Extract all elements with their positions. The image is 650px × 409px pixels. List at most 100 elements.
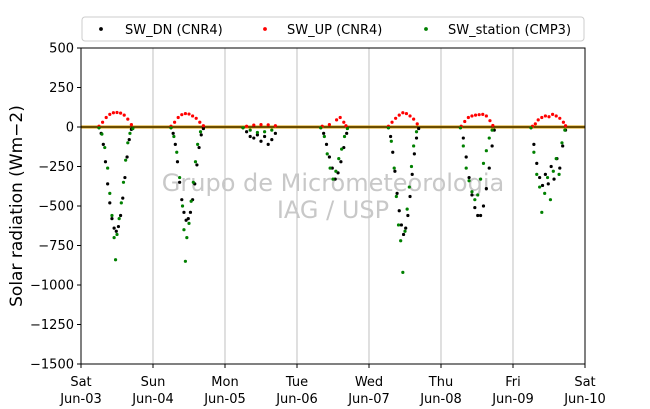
sw-up-point (543, 114, 548, 118)
sw-station-point (128, 131, 132, 135)
sw-dn-point (410, 172, 414, 176)
sw-up-point (122, 113, 126, 117)
sw-station-point (560, 141, 564, 145)
legend-label-sw-up: SW_UP (CNR4) (287, 23, 382, 38)
sw-dn-point (461, 136, 465, 140)
legend-marker-sw-station (424, 27, 428, 31)
sw-up-point (115, 110, 119, 115)
x-tick-label-date: Jun-05 (203, 392, 246, 407)
series-2 (97, 110, 568, 128)
sw-up-point (397, 113, 401, 117)
sw-dn-point (412, 152, 416, 156)
sw-up-point (484, 114, 488, 118)
sw-dn-point (479, 213, 483, 218)
sw-dn-point (199, 133, 203, 137)
sw-station-point (540, 210, 544, 214)
sw-dn-point (339, 160, 343, 164)
sw-dn-point (535, 161, 539, 165)
sw-dn-point (182, 210, 186, 214)
sw-dn-point (414, 136, 419, 140)
sw-dn-point (540, 183, 545, 188)
legend-marker-sw-dn (99, 27, 103, 31)
sw-station-point (119, 201, 123, 205)
sw-station-point (113, 258, 118, 262)
sw-up-point (540, 115, 544, 120)
sw-dn-point (464, 155, 468, 159)
sw-station-point (263, 130, 267, 134)
sw-station-point (126, 141, 130, 145)
sw-up-point (561, 120, 566, 124)
sw-station-point (461, 144, 465, 148)
sw-dn-point (417, 126, 421, 131)
sw-station-point (112, 236, 116, 240)
sw-dn-point (255, 133, 259, 137)
sw-station-point (270, 128, 274, 132)
sw-dn-point (408, 194, 412, 199)
sw-station-point (182, 228, 186, 232)
sw-dn-point (201, 126, 205, 131)
sw-up-point (129, 123, 133, 127)
sw-up-point (173, 120, 177, 124)
sw-dn-point (248, 134, 252, 139)
zero-line (81, 125, 585, 129)
sw-station-point (180, 204, 185, 208)
sw-dn-point (345, 131, 349, 135)
sw-dn-point (188, 210, 193, 214)
x-tick-label-day: Wed (355, 375, 383, 390)
sw-up-point (259, 123, 263, 127)
sw-up-point (327, 123, 331, 127)
sw-up-point (126, 117, 130, 121)
x-tick-label-day: Fri (505, 375, 521, 390)
sw-dn-point (121, 196, 125, 200)
sw-station-point (535, 172, 539, 176)
sw-station-point (196, 142, 200, 146)
sw-dn-point (473, 205, 477, 210)
sw-dn-point (552, 177, 556, 181)
sw-dn-point (481, 204, 486, 208)
sw-dn-point (399, 223, 403, 227)
sw-dn-point (484, 187, 488, 191)
legend-box (81, 16, 585, 42)
sw-station-point (392, 166, 396, 170)
watermark-line-1: Grupo de Micrometeorologia (162, 169, 504, 197)
sw-dn-point (476, 213, 480, 218)
sw-dn-point (532, 142, 536, 146)
sw-up-point (252, 123, 256, 127)
sw-station-point (386, 126, 391, 130)
sw-dn-point (266, 142, 270, 146)
sw-station-point (409, 164, 414, 169)
sw-dn-point (273, 131, 277, 135)
sw-station-point (325, 152, 329, 156)
sw-dn-point (116, 224, 121, 229)
sw-station-point (401, 270, 405, 274)
sw-dn-point (119, 213, 123, 218)
sw-up-point (390, 120, 394, 124)
sw-station-point (399, 239, 403, 243)
sw-dn-point (186, 217, 190, 221)
sw-station-point (337, 157, 341, 161)
x-tick-label-day: Mon (211, 375, 238, 390)
sw-up-point (491, 123, 495, 128)
sw-up-point (554, 114, 558, 118)
x-axis-ticks: Sat Jun-03 Sun Jun-04 Mon Jun-05 Tue Jun-06 Wed J… (59, 364, 606, 407)
sw-station-point (189, 199, 193, 203)
sw-station-point (187, 221, 191, 225)
sw-station-point (175, 150, 179, 154)
sw-dn-point (406, 213, 410, 218)
sw-station-point (108, 191, 112, 195)
sw-station-point (403, 229, 407, 233)
x-tick-label-day: Tue (285, 375, 308, 390)
watermark-line-2: IAG / USP (277, 196, 389, 224)
sw-dn-point (404, 226, 408, 230)
sw-up-point (104, 115, 108, 120)
x-tick-label-day: Thu (428, 375, 453, 390)
legend: SW_DN (CNR4) SW_UP (CNR4) SW_station (CM… (81, 16, 585, 42)
sw-station-point (538, 185, 542, 189)
sw-station-point (464, 166, 468, 170)
sw-station-point (117, 217, 121, 221)
sw-up-point (266, 123, 270, 127)
y-tick-label: −1250 (30, 318, 74, 333)
sw-dn-point (327, 155, 331, 159)
sw-station-point (115, 232, 119, 237)
sw-station-point (328, 166, 332, 170)
